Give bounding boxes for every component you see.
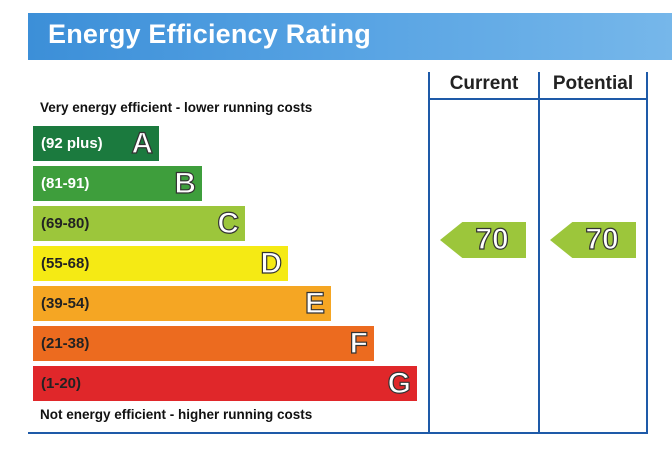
frame-bottom-line: [28, 432, 648, 434]
band-g: (1-20) G: [33, 366, 417, 401]
band-c: (69-80) C: [33, 206, 245, 241]
band-range-label: (39-54): [41, 295, 90, 312]
top-note: Very energy efficient - lower running co…: [40, 100, 313, 115]
band-f: (21-38) F: [33, 326, 374, 361]
band-letter: C: [217, 206, 240, 240]
potential-rating-arrow: 70: [550, 222, 636, 258]
band-range-label: (81-91): [41, 175, 90, 192]
potential-rating-value: 70: [585, 222, 620, 256]
band-letter: A: [131, 126, 154, 160]
band-range-label: (1-20): [41, 375, 82, 392]
band-range-label: (55-68): [41, 255, 90, 272]
band-b: (81-91) B: [33, 166, 202, 201]
potential-column-header: Potential: [552, 73, 634, 94]
band-letter: D: [260, 246, 283, 280]
current-rating-value: 70: [475, 222, 510, 256]
band-range-label: (21-38): [41, 335, 90, 352]
chart-title: Energy Efficiency Rating: [48, 19, 371, 49]
frame-middle-line: [538, 72, 540, 434]
band-a: (92 plus) A: [33, 126, 159, 161]
band-d: (55-68) D: [33, 246, 288, 281]
band-e: (39-54) E: [33, 286, 331, 321]
frame-header-divider: [428, 98, 648, 100]
band-letter: B: [174, 166, 197, 200]
bottom-note: Not energy efficient - higher running co…: [40, 407, 313, 422]
band-range-label: (69-80): [41, 215, 90, 232]
frame-right-line: [646, 72, 648, 434]
current-rating-arrow: 70: [440, 222, 526, 258]
rating-header: Energy Efficiency Rating: [28, 13, 672, 60]
band-letter: E: [304, 286, 325, 320]
band-letter: G: [387, 366, 412, 400]
frame-left-line: [428, 72, 430, 434]
band-range-label: (92 plus): [41, 135, 103, 152]
band-letter: F: [349, 326, 369, 360]
current-column-header: Current: [449, 73, 519, 94]
